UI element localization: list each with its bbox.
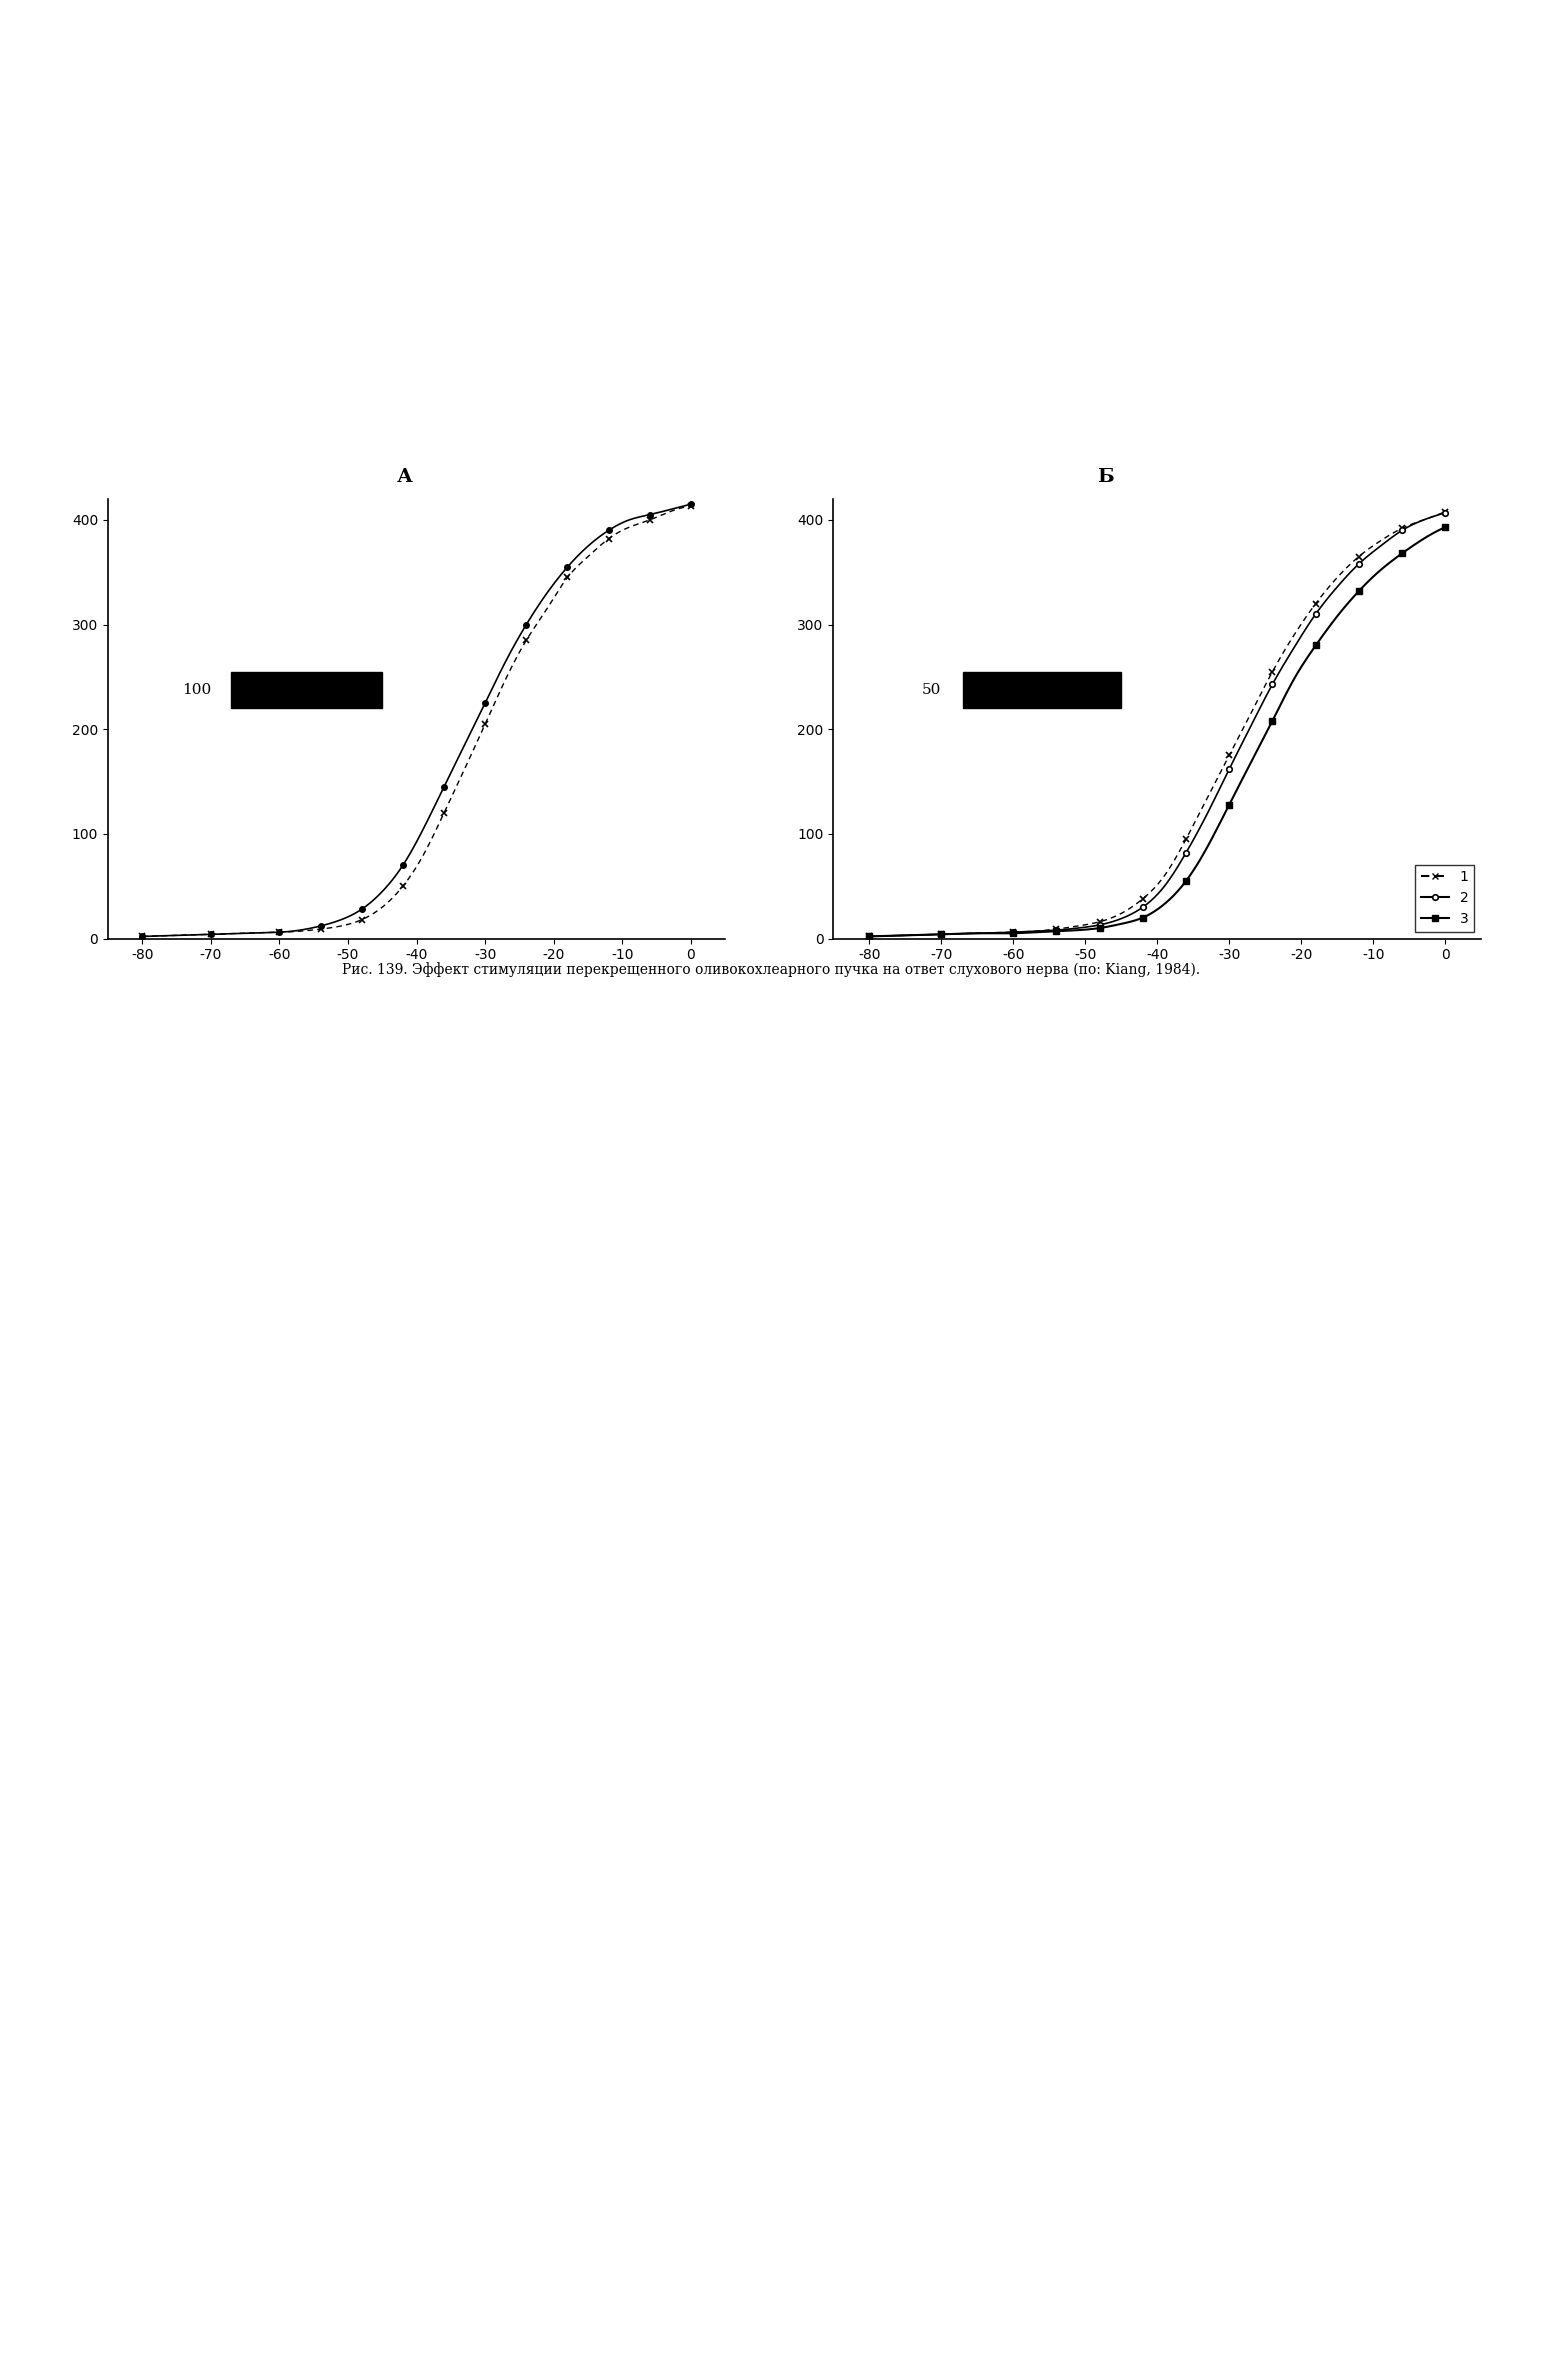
Text: Рис. 139. Эффект стимуляции перекрещенного оливокохлеарного пучка на ответ слухо: Рис. 139. Эффект стимуляции перекрещенно… [343,962,1200,977]
Text: А: А [397,468,412,485]
Text: Б: Б [1097,468,1114,485]
Legend: 1, 2, 3: 1, 2, 3 [1415,865,1474,931]
Bar [231,672,383,708]
Text: 50: 50 [921,682,941,696]
Bar [963,672,1122,708]
Text: 100: 100 [182,682,211,696]
